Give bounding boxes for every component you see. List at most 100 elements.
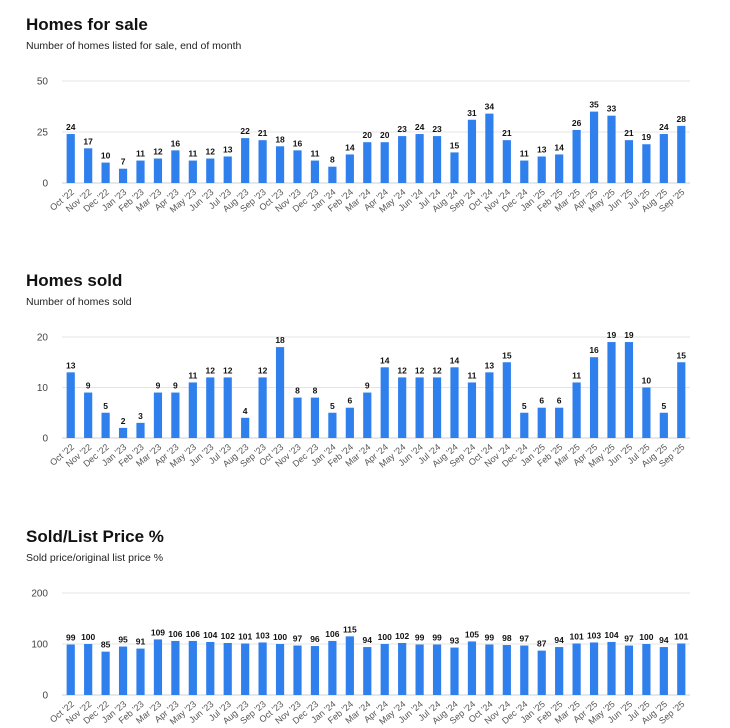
data-label: 95	[118, 635, 128, 645]
bar	[467, 119, 477, 183]
data-label: 35	[589, 100, 599, 110]
bar	[188, 382, 197, 438]
chart-title: Sold/List Price %	[26, 527, 164, 546]
data-label: 19	[642, 132, 652, 142]
bar	[467, 382, 477, 438]
data-label: 16	[171, 138, 181, 148]
bar	[555, 154, 564, 183]
y-tick-label: 0	[42, 179, 48, 190]
bar	[258, 140, 267, 183]
bar	[537, 407, 546, 438]
bar	[118, 168, 128, 183]
bar	[520, 645, 529, 695]
data-label: 6	[557, 396, 562, 406]
y-tick-label: 10	[37, 383, 49, 394]
data-label: 4	[243, 406, 248, 416]
data-label: 5	[661, 401, 666, 411]
bar	[118, 427, 128, 438]
data-label: 21	[258, 128, 268, 138]
data-label: 100	[81, 632, 95, 642]
bar	[537, 650, 546, 695]
data-label: 12	[432, 365, 442, 375]
bar	[84, 148, 93, 183]
bar	[153, 639, 163, 695]
bar	[293, 150, 302, 183]
bar	[363, 142, 372, 183]
bar	[206, 158, 215, 183]
data-label: 5	[103, 401, 108, 411]
bar	[153, 158, 163, 183]
bar	[345, 154, 354, 183]
data-label: 115	[343, 624, 357, 634]
data-label: 16	[293, 138, 303, 148]
data-label: 8	[330, 155, 335, 165]
data-label: 102	[221, 631, 235, 641]
data-label: 97	[624, 634, 634, 644]
data-label: 106	[168, 629, 182, 639]
bar	[450, 367, 459, 438]
data-label: 94	[363, 635, 373, 645]
data-label: 98	[502, 633, 512, 643]
chart-subtitle: Number of homes listed for sale, end of …	[26, 40, 242, 52]
bar	[432, 377, 442, 438]
bar	[677, 362, 686, 438]
data-label: 14	[554, 142, 564, 152]
data-label: 87	[537, 639, 547, 649]
data-label: 12	[258, 365, 268, 375]
data-label: 13	[485, 360, 495, 370]
data-label: 102	[395, 631, 409, 641]
bar	[432, 644, 442, 695]
bar	[432, 136, 442, 183]
data-label: 10	[642, 376, 652, 386]
data-label: 13	[223, 144, 233, 154]
data-label: 16	[589, 345, 599, 355]
bar	[659, 647, 668, 695]
data-label: 100	[639, 632, 653, 642]
bar	[66, 372, 75, 438]
data-label: 5	[330, 401, 335, 411]
data-label: 93	[450, 636, 460, 646]
data-label: 34	[485, 102, 495, 112]
bar	[572, 382, 581, 438]
data-label: 21	[624, 128, 634, 138]
data-label: 14	[380, 355, 390, 365]
bar	[380, 142, 389, 183]
data-label: 11	[572, 370, 581, 380]
data-label: 97	[520, 634, 530, 644]
bar	[607, 342, 616, 438]
data-label: 106	[186, 629, 200, 639]
bar	[310, 646, 320, 695]
data-label: 103	[587, 630, 601, 640]
bar	[171, 392, 180, 438]
bar	[624, 342, 634, 438]
data-label: 96	[310, 634, 320, 644]
data-label: 11	[188, 370, 197, 380]
bar	[398, 136, 407, 183]
bar	[398, 377, 407, 438]
data-label: 11	[467, 370, 476, 380]
data-label: 19	[607, 330, 617, 340]
bar	[84, 392, 93, 438]
bar	[589, 357, 599, 438]
bar	[310, 397, 320, 438]
bar	[642, 144, 651, 183]
data-label: 13	[66, 360, 76, 370]
bar	[363, 647, 372, 695]
bar	[642, 387, 651, 438]
bar	[153, 392, 163, 438]
data-label: 99	[415, 633, 425, 643]
data-label: 21	[502, 128, 512, 138]
bar	[345, 407, 354, 438]
bar	[206, 641, 215, 695]
data-label: 19	[624, 330, 634, 340]
data-label: 12	[223, 365, 233, 375]
bar	[275, 347, 285, 438]
bar	[101, 162, 110, 183]
data-label: 24	[415, 122, 425, 132]
bar	[398, 642, 407, 695]
bar	[136, 422, 145, 438]
bar	[607, 115, 616, 183]
data-label: 11	[520, 149, 529, 159]
bar	[677, 643, 686, 695]
chart-subtitle: Number of homes sold	[26, 296, 132, 308]
